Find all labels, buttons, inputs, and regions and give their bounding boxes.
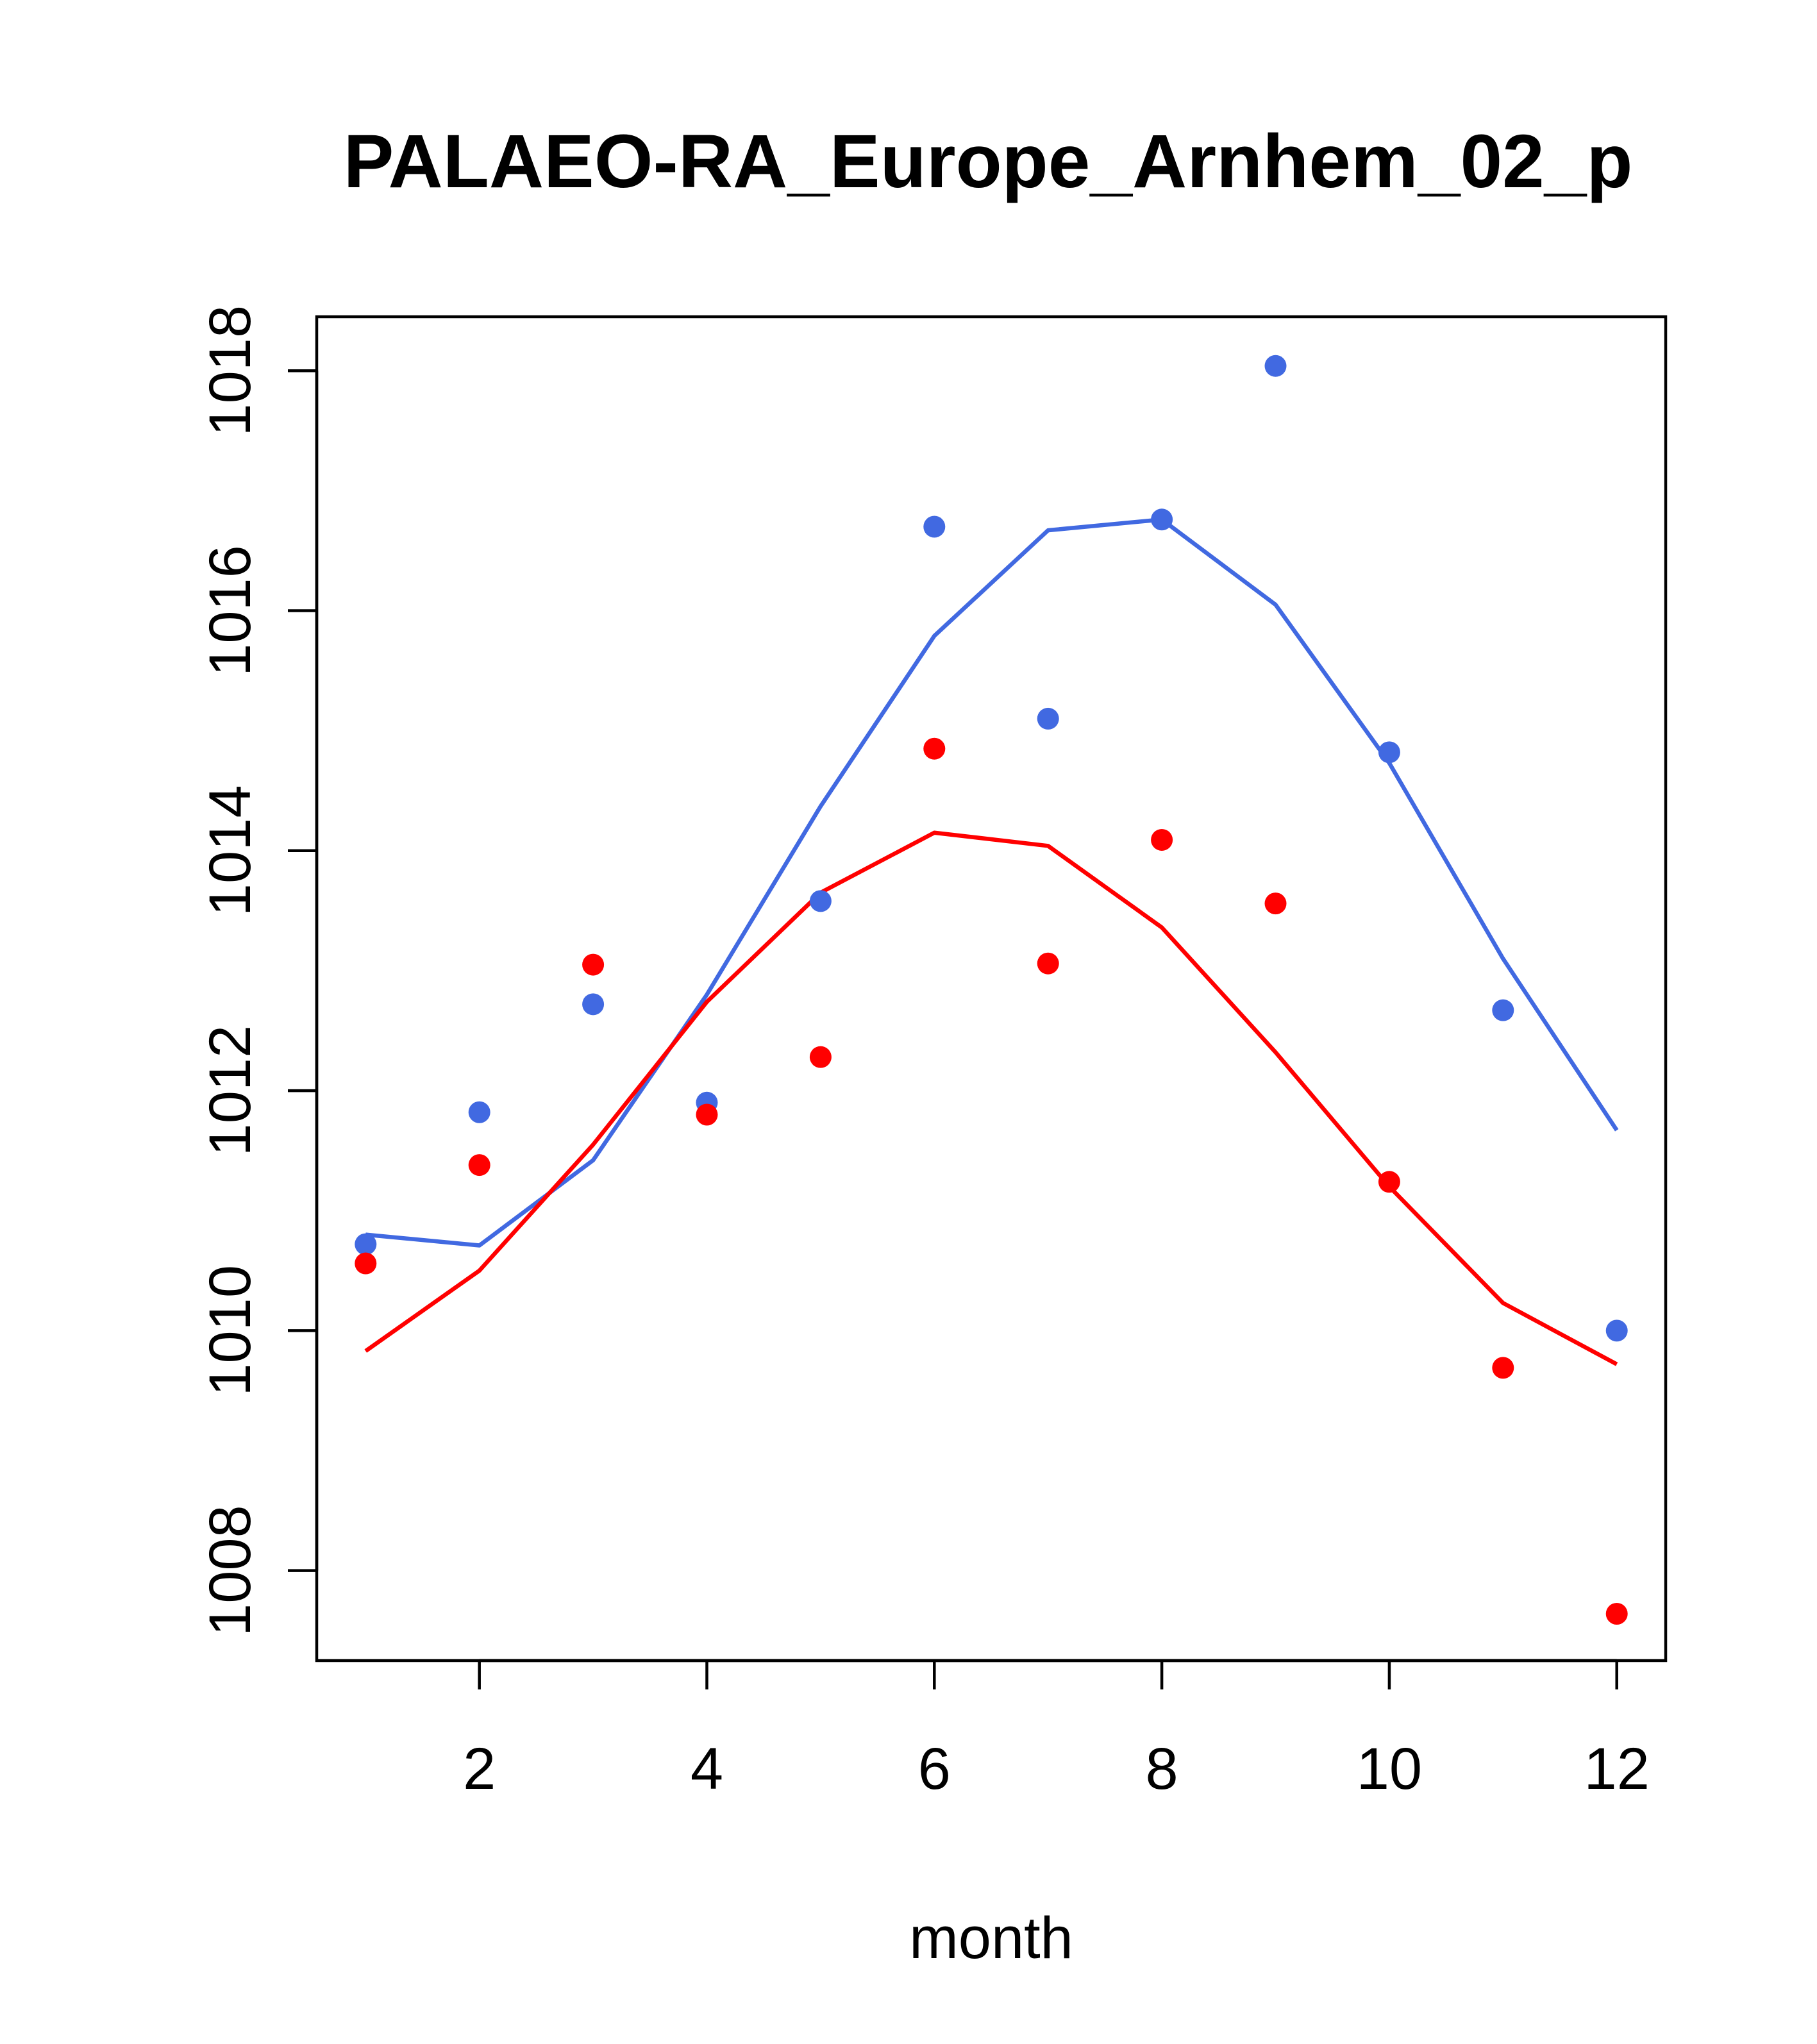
red-point [1378, 1171, 1400, 1193]
x-tick-label: 10 [1357, 1736, 1422, 1802]
x-tick-label: 12 [1584, 1736, 1650, 1802]
red-point [1151, 828, 1173, 851]
red-point [355, 1252, 377, 1275]
red-point [1605, 1603, 1628, 1625]
blue-point [1378, 741, 1400, 764]
series-points [355, 355, 1628, 1625]
y-tick-label: 1016 [197, 545, 263, 676]
red-point [809, 1046, 832, 1068]
blue-point [1264, 355, 1287, 377]
blue-point [582, 993, 605, 1016]
red-point [696, 1103, 718, 1126]
y-tick-label: 1014 [197, 785, 263, 916]
x-axis: 2 4 6 8 10 12 [463, 1659, 1650, 1802]
plot-frame [315, 315, 1668, 1663]
red-point [468, 1154, 490, 1177]
y-tick-label: 1008 [197, 1505, 263, 1636]
red-point [1492, 1357, 1514, 1379]
y-tick-label: 1018 [197, 305, 263, 437]
blue-line [365, 517, 1619, 1248]
blue-point [1492, 999, 1514, 1021]
blue-point [1037, 707, 1059, 730]
x-tick-label: 4 [691, 1736, 723, 1802]
blue-point [355, 1233, 377, 1255]
red-point [582, 953, 605, 976]
blue-point [809, 890, 832, 912]
x-axis-label: month [909, 1906, 1073, 1971]
red-point [923, 737, 946, 760]
red-point [1264, 892, 1287, 915]
y-tick-label: 1010 [197, 1265, 263, 1396]
blue-point [1151, 508, 1173, 531]
series-lines [364, 517, 1619, 1366]
y-tick-label: 1012 [197, 1025, 263, 1157]
blue-point [923, 515, 946, 538]
chart-title: PALAEO-RA_Europe_Arnhem_02_p [344, 119, 1633, 204]
x-tick-label: 2 [463, 1736, 496, 1802]
blue-point [468, 1101, 490, 1123]
x-tick-label: 8 [1146, 1736, 1178, 1802]
x-tick-label: 6 [918, 1736, 951, 1802]
red-point [1037, 952, 1059, 975]
blue-point [1605, 1319, 1628, 1342]
red-line [364, 830, 1618, 1366]
y-axis: 1008 1010 1012 1014 1016 1018 [197, 305, 319, 1636]
